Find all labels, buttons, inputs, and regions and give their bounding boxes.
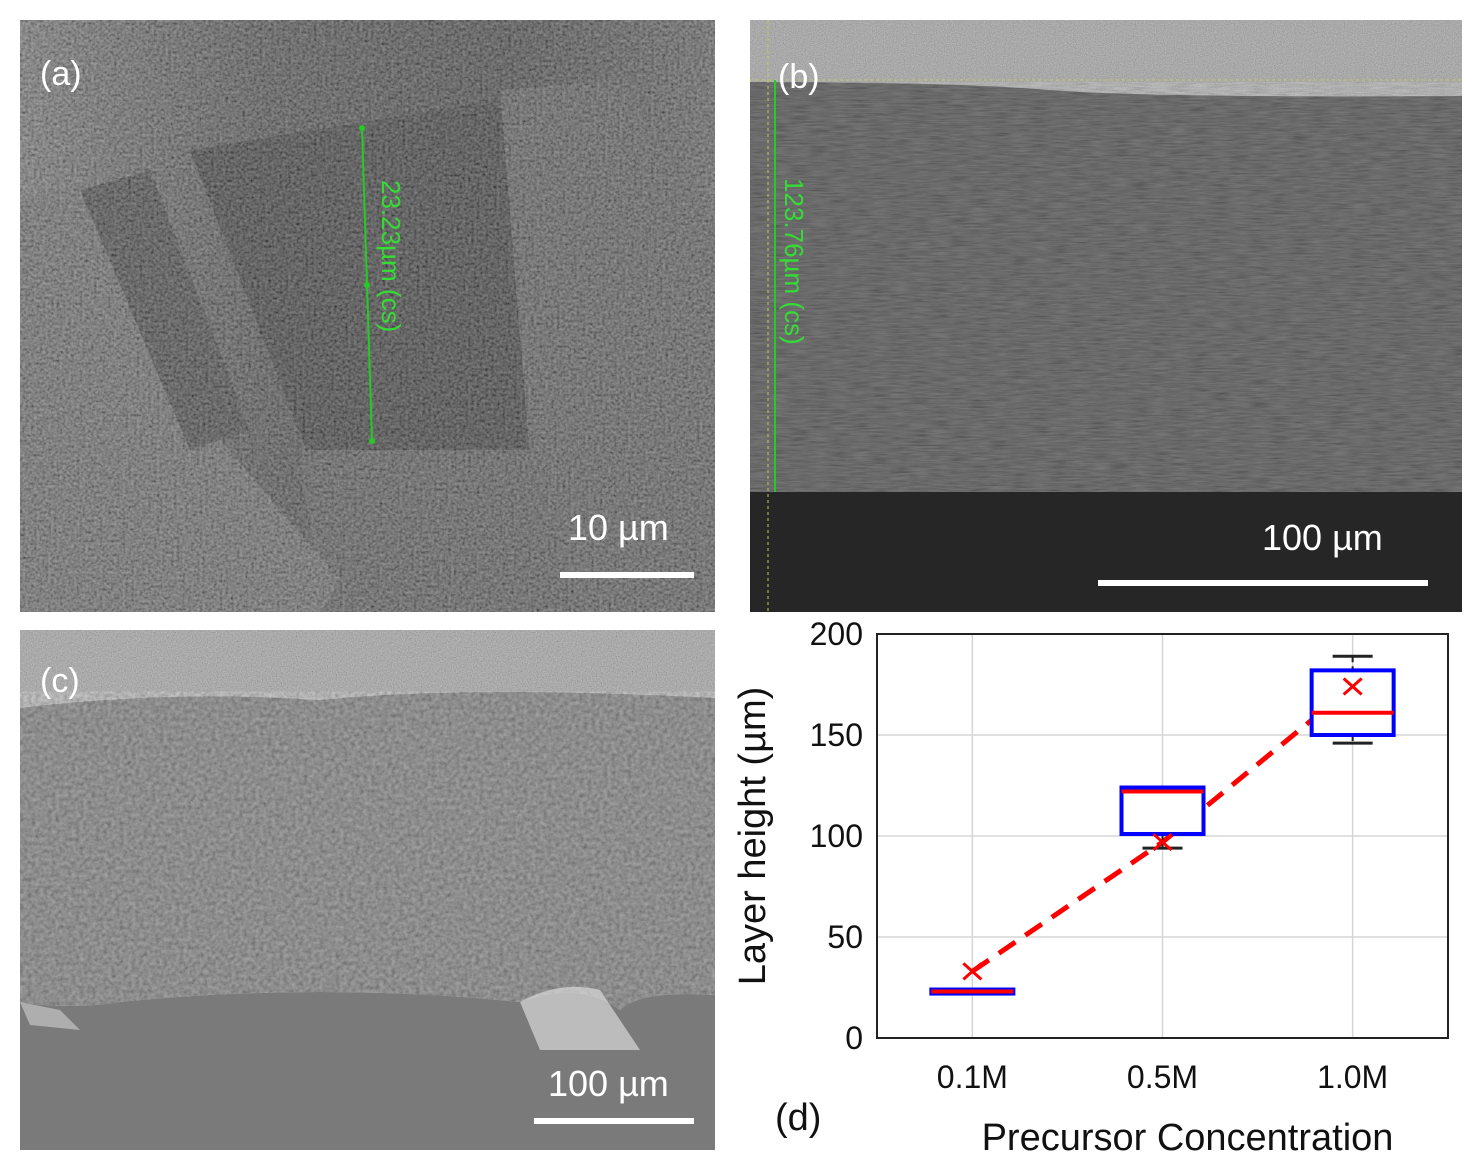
- scale-bar-label-a: 10 µm: [568, 507, 669, 548]
- y-tick-label-3: 150: [810, 717, 863, 753]
- scale-bar-a: [560, 572, 694, 578]
- y-tick-label-2: 100: [810, 818, 863, 854]
- boxes-group: [929, 654, 1396, 996]
- mean-marker-b-0: [962, 962, 983, 981]
- measurement-label-a: 23.23µm (cs): [376, 180, 406, 332]
- box-rect-1: [1119, 785, 1206, 836]
- box-1.0M: [1309, 654, 1396, 745]
- y-tick-label-4: 200: [810, 616, 863, 652]
- x-axis-label: Precursor Concentration: [982, 1117, 1394, 1159]
- panel-label-a: (a): [40, 55, 82, 93]
- scale-bar-b: [1098, 580, 1428, 586]
- y-tick-labels: 0 50 100 150 200: [810, 616, 863, 1056]
- sem-image-a: 23.23µm (cs) (a) 10 µm: [20, 20, 715, 612]
- scale-bar-c: [534, 1118, 694, 1124]
- y-tick-label-1: 50: [827, 919, 863, 955]
- sem-image-b: 123.76µm (cs) (b) 100 µm: [750, 20, 1462, 612]
- sem-image-c: (c) 100 µm: [20, 630, 715, 1150]
- x-tick-label-2: 1.0M: [1317, 1059, 1388, 1095]
- scale-bar-label-b: 100 µm: [1262, 517, 1383, 558]
- x-tick-labels: 0.1M 0.5M 1.0M: [937, 1059, 1388, 1095]
- mean-marker-b-2: [1342, 677, 1363, 696]
- x-tick-label-0: 0.1M: [937, 1059, 1008, 1095]
- box-rect-2: [1309, 668, 1396, 737]
- panel-label-c: (c): [40, 662, 80, 700]
- measurement-label-b: 123.76µm (cs): [779, 178, 809, 345]
- panel-label-d: (d): [775, 1097, 821, 1139]
- box-0.5M: [1119, 785, 1206, 852]
- y-axis-label: Layer height (µm): [732, 687, 774, 986]
- x-tick-label-1: 0.5M: [1127, 1059, 1198, 1095]
- y-tick-label-0: 0: [845, 1020, 863, 1056]
- box-0.1M: [929, 962, 1016, 996]
- box-plot-chart: 0 50 100 150 200 0.1M 0.5M 1.0M Layer height (…: [732, 616, 1449, 1159]
- mean-marker-b-1: [1152, 832, 1173, 852]
- box-plot-panel: 0 50 100 150 200 0.1M 0.5M 1.0M Layer height (…: [720, 612, 1481, 1172]
- plot-frame: [876, 633, 1449, 1039]
- scale-bar-label-c: 100 µm: [548, 1063, 669, 1104]
- panel-label-b: (b): [778, 58, 820, 96]
